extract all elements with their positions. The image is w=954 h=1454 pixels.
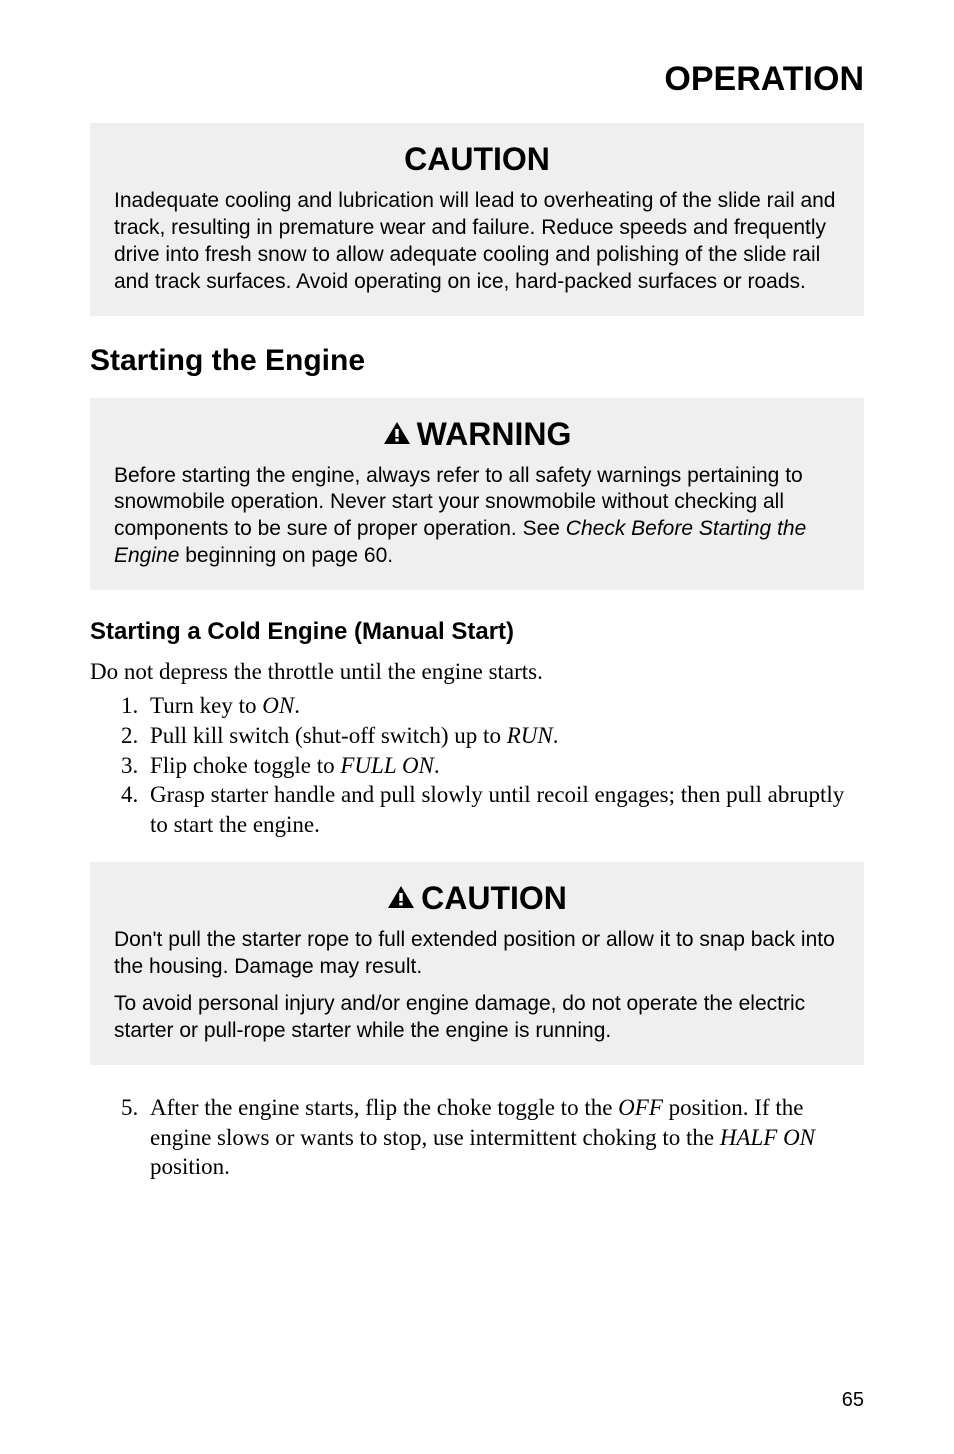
warning-heading-text: WARNING — [417, 416, 572, 453]
step5-post: position. — [150, 1154, 230, 1179]
page-number: 65 — [842, 1389, 864, 1412]
step-text: Pull kill switch (shut-off switch) up to — [150, 723, 507, 748]
caution-box-1: CAUTION Inadequate cooling and lubricati… — [90, 123, 864, 316]
page-title: OPERATION — [90, 60, 864, 99]
step-post: . — [434, 753, 440, 778]
caution-2-para-2: To avoid personal injury and/or engine d… — [114, 991, 840, 1045]
caution-heading-2: CAUTION — [114, 880, 840, 917]
caution-2-para-1: Don't pull the starter rope to full exte… — [114, 927, 840, 981]
caution-heading-2-text: CAUTION — [421, 880, 567, 917]
warning-box: WARNING Before starting the engine, alwa… — [90, 398, 864, 591]
caution-body-1: Inadequate cooling and lubrication will … — [114, 188, 840, 296]
caution-body-2: Don't pull the starter rope to full exte… — [114, 927, 840, 1045]
page-container: OPERATION CAUTION Inadequate cooling and… — [0, 0, 954, 1454]
section-heading: Starting the Engine — [90, 344, 864, 378]
step-5: After the engine starts, flip the choke … — [144, 1093, 864, 1183]
step-em: ON — [262, 693, 294, 718]
warning-heading: WARNING — [114, 416, 840, 453]
step-text: Turn key to — [150, 693, 262, 718]
step-3: Flip choke toggle to FULL ON. — [144, 751, 864, 781]
steps-list-2: After the engine starts, flip the choke … — [90, 1093, 864, 1183]
steps-list-1: Turn key to ON. Pull kill switch (shut-o… — [90, 691, 864, 840]
warning-body-suffix: beginning on page 60. — [179, 544, 393, 567]
step-text: Grasp starter handle and pull slowly unt… — [150, 782, 844, 837]
step-2: Pull kill switch (shut-off switch) up to… — [144, 721, 864, 751]
step-1: Turn key to ON. — [144, 691, 864, 721]
subsection-heading: Starting a Cold Engine (Manual Start) — [90, 618, 864, 646]
warning-triangle-icon — [383, 416, 411, 453]
warning-triangle-icon — [387, 880, 415, 917]
intro-text: Do not depress the throttle until the en… — [90, 658, 864, 687]
step5-em1: OFF — [618, 1095, 663, 1120]
step5-em2: HALF ON — [720, 1125, 815, 1150]
step-em: RUN — [507, 723, 553, 748]
step-4: Grasp starter handle and pull slowly unt… — [144, 780, 864, 840]
warning-body: Before starting the engine, always refer… — [114, 463, 840, 571]
step-post: . — [553, 723, 559, 748]
step-text: Flip choke toggle to — [150, 753, 340, 778]
step5-pre: After the engine starts, flip the choke … — [150, 1095, 618, 1120]
caution-heading-1: CAUTION — [114, 141, 840, 178]
step-em: FULL ON — [340, 753, 434, 778]
step-post: . — [294, 693, 300, 718]
caution-box-2: CAUTION Don't pull the starter rope to f… — [90, 862, 864, 1065]
